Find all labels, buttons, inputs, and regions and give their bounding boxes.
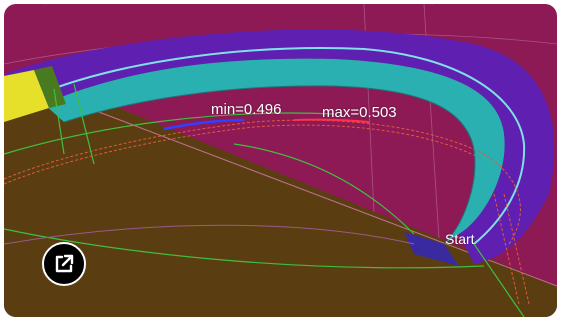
min-marker-segment [163, 118, 245, 131]
ring-lower-segment [404, 232, 459, 266]
ring-yellow-segment [4, 70, 49, 122]
min-value-label: min=0.496 [211, 101, 282, 118]
ring-highlight [33, 47, 526, 245]
floor-plane [4, 76, 557, 317]
open-in-new-icon [55, 254, 74, 273]
max-marker-segment [293, 118, 370, 123]
deviation-curve [4, 119, 530, 305]
cad-scene [4, 4, 557, 317]
ring-inner-edge [63, 85, 476, 245]
max-value-label: max=0.503 [322, 104, 397, 121]
ring-outer-band [4, 29, 555, 264]
open-in-new-button[interactable] [42, 242, 86, 286]
cad-viewport[interactable]: min=0.496 max=0.503 Start [4, 4, 557, 317]
ring-green-segment [34, 66, 66, 108]
start-label: Start [445, 231, 475, 247]
inner-arc-line [4, 224, 415, 245]
green-guides [4, 83, 525, 317]
